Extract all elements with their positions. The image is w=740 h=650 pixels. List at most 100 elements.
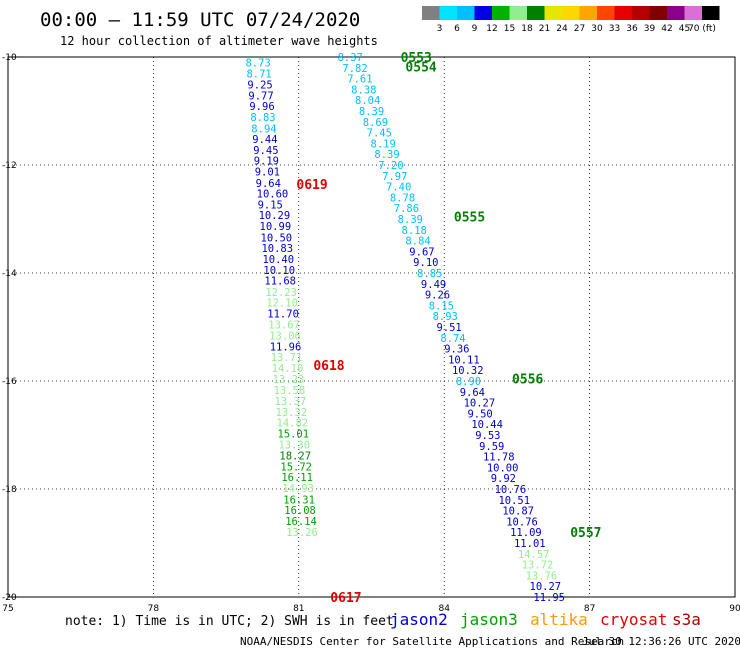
colorbar-label: 6 [454,24,460,34]
colorbar-label: 27 [574,24,585,34]
satellite-name: altika [530,610,588,629]
wave-height-value: 9.19 [254,156,279,168]
colorbar-swatch [579,6,597,20]
colorbar-label: 12 [486,24,497,34]
colorbar-label: 21 [539,24,550,34]
wave-height-value: 8.39 [374,149,399,161]
wave-height-value: 9.96 [249,101,274,113]
wave-height-value: 11.96 [270,341,302,353]
wave-height-value: 9.64 [256,178,281,190]
wave-height-value: 9.53 [475,430,500,442]
wave-height-value: 15.01 [277,428,309,440]
wave-height-value: 8.19 [371,138,396,150]
wave-height-value: 7.86 [394,203,419,215]
wave-height-value: 10.11 [448,354,480,366]
wave-height-value: 8.94 [251,123,276,135]
y-tick-label: -10 [2,53,17,63]
colorbar-swatch [544,6,562,20]
satellite-name: jason3 [460,610,518,629]
wave-height-value: 13.72 [522,560,554,572]
wave-height-value: 8.83 [250,112,275,124]
wave-height-value: 14.82 [277,418,309,430]
wave-height-value: 10.40 [262,254,294,266]
wave-height-value: 13.37 [275,396,307,408]
y-tick-label: -16 [2,377,17,387]
wave-height-value: 8.74 [440,333,465,345]
wave-height-value: 9.44 [252,134,277,146]
x-tick-label: 84 [438,604,450,614]
colorbar-swatch [492,6,510,20]
wave-height-value: 10.10 [263,265,295,277]
wave-height-value: 10.51 [498,495,530,507]
wave-height-value: 7.40 [386,182,411,194]
x-tick-labels: 75 78 81 84 87 90 [2,604,740,614]
wave-height-value: 10.60 [257,189,289,201]
wave-height-value: 16.31 [283,494,315,506]
wave-height-value: 12.10 [266,298,298,310]
wave-height-value: 9.92 [491,473,516,485]
colorbar-label: 24 [556,24,568,34]
x-tick-label: 78 [148,604,160,614]
wave-height-value: 11.01 [514,538,546,550]
wave-height-value: 8.84 [405,236,430,248]
wave-height-value: 11.78 [483,452,515,464]
units-note: note: 1) Time is in UTC; 2) SWH is in fe… [65,614,394,629]
wave-height-value: 10.44 [471,419,503,431]
wave-height-value: 18.27 [279,451,311,463]
wave-height-value: 16.08 [284,505,316,517]
wave-height-value: 15.72 [280,461,312,473]
wave-height-value: 10.27 [530,581,562,593]
wave-height-value: 13.76 [526,570,558,582]
wave-height-value: 8.37 [338,52,363,64]
wave-height-value: 13.26 [286,527,318,539]
wave-height-value: 11.95 [533,592,565,604]
colorbar-label: 30 [591,24,603,34]
wave-height-value: 8.18 [402,225,427,237]
wave-height-value: 9.01 [255,166,280,178]
wave-height-value: 8.39 [359,106,384,118]
wave-height-value: 10.87 [502,506,534,518]
satellite-name: cryosat [600,610,667,629]
wave-height-value: 8.69 [363,117,388,129]
colorbar-label: 18 [521,24,533,34]
colorbar-swatch [632,6,650,20]
y-tick-label: -14 [2,269,17,279]
colorbar-label: 42 [661,24,672,34]
x-tick-label: 90 [729,604,740,614]
colorbar-label: 9 [472,24,478,34]
pass-time-label: 0555 [454,210,485,225]
wave-height-value: 13.32 [276,407,308,419]
wave-height-value: 9.51 [436,322,461,334]
wave-height-value: 8.71 [246,69,271,81]
wave-height-value: 10.83 [261,243,293,255]
wave-height-value: 8.15 [429,300,454,312]
wave-height-value: 13.23 [273,374,305,386]
wave-height-value: 7.45 [367,128,392,140]
wave-height-value: 8.04 [355,95,380,107]
satellite-name: s3a [672,610,701,629]
wave-height-value: 8.85 [417,268,442,280]
colorbar-swatch [527,6,545,20]
wave-height-value: 7.97 [382,171,407,183]
x-tick-label: 81 [293,604,304,614]
colorbar-swatch [597,6,615,20]
wave-height-value: 9.49 [421,279,446,291]
x-tick-label: 75 [2,604,13,614]
wave-height-value: 10.00 [487,462,519,474]
wave-height-value: 7.61 [347,74,372,86]
wave-height-value: 14.10 [272,363,304,375]
pass-time-label: 0617 [330,591,361,606]
wave-height-value: 8.93 [433,311,458,323]
timestamp: Jul 30 12:36:26 UTC 2020 [582,635,740,648]
wave-height-value: 13.58 [274,385,306,397]
y-tick-labels: -10 -12 -14 -16 -18 -20 [2,53,17,603]
pass-time-label: 0557 [570,526,601,541]
colorbar-swatch [474,6,492,20]
wave-height-value: 10.76 [495,484,527,496]
colorbar-swatch [684,6,702,20]
wave-height-value: 10.32 [452,365,484,377]
wave-height-value: 9.15 [258,199,283,211]
y-tick-label: -12 [2,161,17,171]
wave-height-value: 9.10 [413,257,438,269]
